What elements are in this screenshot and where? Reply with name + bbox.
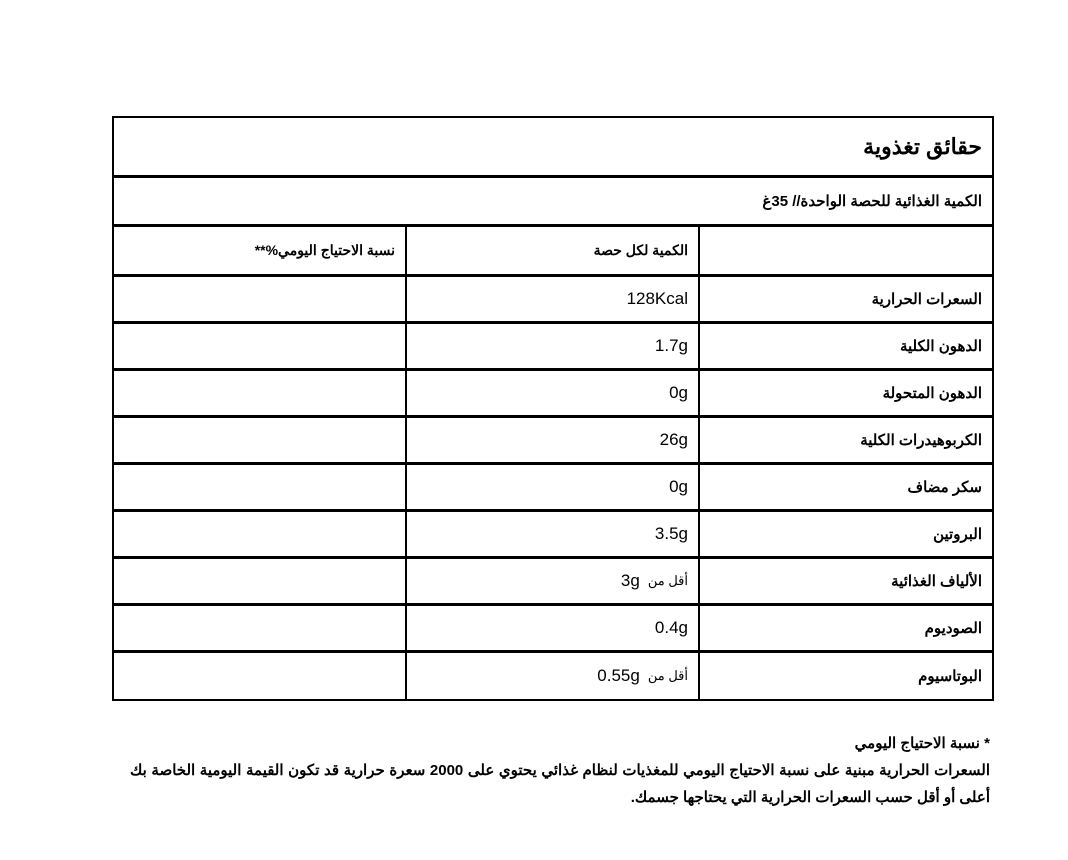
table-row: الدهون الكلية 1.7g bbox=[114, 324, 992, 371]
header-nutrient bbox=[698, 227, 992, 274]
nutrient-daily bbox=[114, 465, 405, 509]
nutrient-daily bbox=[114, 371, 405, 415]
header-amount: الكمية لكل حصة bbox=[405, 227, 698, 274]
footnote-heading: * نسبة الاحتياج اليومي bbox=[854, 735, 990, 752]
nutrient-daily bbox=[114, 606, 405, 650]
table-row: سكر مضاف 0g bbox=[114, 465, 992, 512]
nutrient-amount: 0g bbox=[405, 371, 698, 415]
nutrient-daily bbox=[114, 653, 405, 699]
table-row: الكربوهيدرات الكلية 26g bbox=[114, 418, 992, 465]
nutrient-daily bbox=[114, 512, 405, 556]
nutrient-amount: 3.5g bbox=[405, 512, 698, 556]
header-row: الكمية لكل حصة نسبة الاحتياج اليومي%** bbox=[114, 227, 992, 277]
nutrient-name: البروتين bbox=[698, 512, 992, 556]
nutrient-amount: 0.4g bbox=[405, 606, 698, 650]
nutrient-amount: 26g bbox=[405, 418, 698, 462]
nutrient-name: البوتاسيوم bbox=[698, 653, 992, 699]
nutrient-daily bbox=[114, 559, 405, 603]
amount-value: 128Kcal bbox=[626, 289, 688, 308]
nutrient-amount: أقل من 0.55g bbox=[405, 653, 698, 699]
table-row: الدهون المتحولة 0g bbox=[114, 371, 992, 418]
table-row: البوتاسيوم أقل من 0.55g bbox=[114, 653, 992, 699]
nutrient-name: الدهون الكلية bbox=[698, 324, 992, 368]
table-row: الألياف الغذائية أقل من 3g bbox=[114, 559, 992, 606]
table-title: حقائق تغذوية bbox=[114, 118, 992, 178]
nutrient-daily bbox=[114, 324, 405, 368]
amount-value: 0g bbox=[669, 383, 688, 402]
nutrient-name: الكربوهيدرات الكلية bbox=[698, 418, 992, 462]
header-daily: نسبة الاحتياج اليومي%** bbox=[254, 242, 395, 258]
table-row: السعرات الحرارية 128Kcal bbox=[114, 277, 992, 324]
amount-value: 0g bbox=[669, 477, 688, 496]
nutrient-daily bbox=[114, 277, 405, 321]
less-than-label: أقل من bbox=[647, 668, 688, 683]
amount-value: 3g bbox=[620, 571, 640, 590]
amount-value: 0.4g bbox=[654, 618, 688, 637]
nutrient-amount: 128Kcal bbox=[405, 277, 698, 321]
nutrient-amount: 0g bbox=[405, 465, 698, 509]
table-row: الصوديوم 0.4g bbox=[114, 606, 992, 653]
nutrient-name: سكر مضاف bbox=[698, 465, 992, 509]
nutrient-daily bbox=[114, 418, 405, 462]
nutrient-name: السعرات الحرارية bbox=[698, 277, 992, 321]
nutrition-facts-table: حقائق تغذوية الكمية الغذائية للحصة الواح… bbox=[112, 116, 994, 701]
nutrient-name: الصوديوم bbox=[698, 606, 992, 650]
nutrient-amount: 1.7g bbox=[405, 324, 698, 368]
amount-value: 0.55g bbox=[597, 666, 640, 685]
amount-value: 26g bbox=[659, 430, 688, 449]
footnotes: * نسبة الاحتياج اليومي السعرات الحرارية … bbox=[130, 730, 990, 811]
footnote-body: السعرات الحرارية مبنية على نسبة الاحتياج… bbox=[130, 762, 990, 806]
amount-value: 1.7g bbox=[654, 336, 688, 355]
table-row: البروتين 3.5g bbox=[114, 512, 992, 559]
nutrient-amount: أقل من 3g bbox=[405, 559, 698, 603]
amount-value: 3.5g bbox=[654, 524, 688, 543]
nutrient-name: الألياف الغذائية bbox=[698, 559, 992, 603]
nutrient-name: الدهون المتحولة bbox=[698, 371, 992, 415]
serving-size: الكمية الغذائية للحصة الواحدة// 35غ bbox=[114, 178, 992, 227]
less-than-label: أقل من bbox=[647, 573, 688, 588]
